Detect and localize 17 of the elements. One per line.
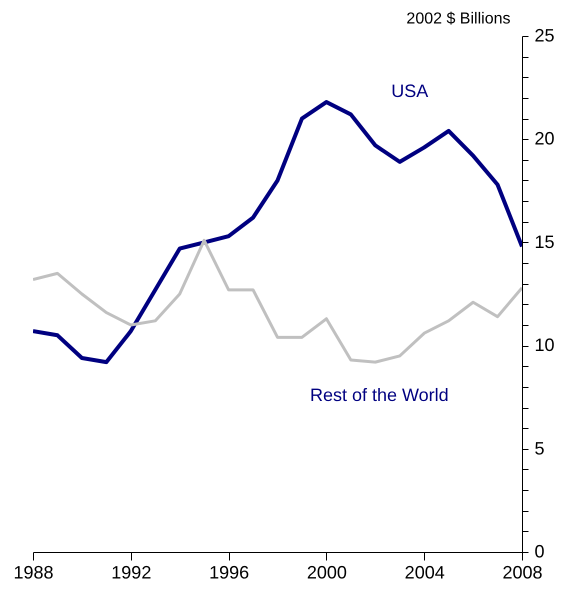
y-tick-label: 15 (534, 232, 555, 252)
y-axis-title: 2002 $ Billions (406, 10, 510, 28)
y-tick-label: 0 (534, 542, 545, 562)
y-tick-label: 5 (534, 438, 545, 458)
x-tick-label: 1988 (13, 562, 54, 582)
x-tick-label: 2008 (502, 562, 543, 582)
line-series (33, 238, 522, 364)
y-tick-label: 20 (534, 128, 555, 149)
series-label: Rest of the World (310, 385, 449, 406)
x-tick-label: 2004 (404, 562, 445, 582)
text: USA (391, 80, 428, 101)
x-tick-label: 2000 (306, 562, 347, 582)
y-tick-label: 25 (534, 26, 555, 46)
line-series (33, 100, 522, 364)
x-tick-label: 1996 (209, 562, 250, 582)
x-tick-label: 1992 (111, 562, 152, 582)
y-tick-label: 10 (534, 335, 555, 356)
